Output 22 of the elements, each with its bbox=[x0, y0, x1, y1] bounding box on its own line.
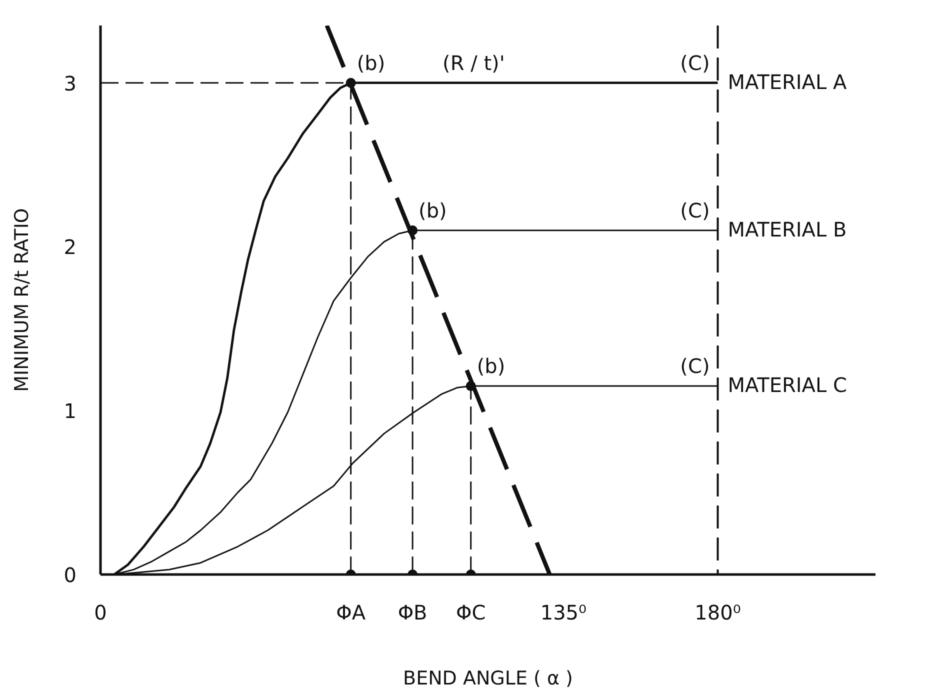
y-tick-label: 1 bbox=[64, 399, 77, 424]
annotation: (C) bbox=[680, 50, 710, 75]
y-axis-title: MINIMUM R/t RATIO bbox=[10, 208, 33, 392]
annotation: (b) bbox=[356, 50, 386, 75]
series-label: MATERIAL A bbox=[728, 70, 847, 94]
x-axis-title: BEND ANGLE ( α ) bbox=[403, 668, 573, 690]
x-tick-label: 180⁰ bbox=[694, 600, 741, 624]
annotation: (C) bbox=[680, 354, 710, 378]
annotation: (b) bbox=[476, 354, 506, 378]
y-tick-label: 2 bbox=[64, 235, 77, 260]
y-tick-label: 3 bbox=[64, 71, 77, 96]
series-label: MATERIAL B bbox=[728, 217, 847, 242]
x-tick-label: 135⁰ bbox=[540, 600, 587, 624]
annotation: (b) bbox=[418, 198, 447, 222]
annotation: (C) bbox=[680, 198, 710, 222]
annotation: (R / t)' bbox=[442, 50, 505, 75]
y-tick-label: 0 bbox=[64, 563, 77, 587]
series-label: MATERIAL C bbox=[728, 373, 847, 398]
x-tick-label: ΦB bbox=[398, 600, 428, 624]
x-tick-label: ΦA bbox=[336, 600, 366, 624]
x-tick-label: 0 bbox=[94, 600, 107, 624]
x-tick-label: ΦC bbox=[456, 600, 486, 624]
